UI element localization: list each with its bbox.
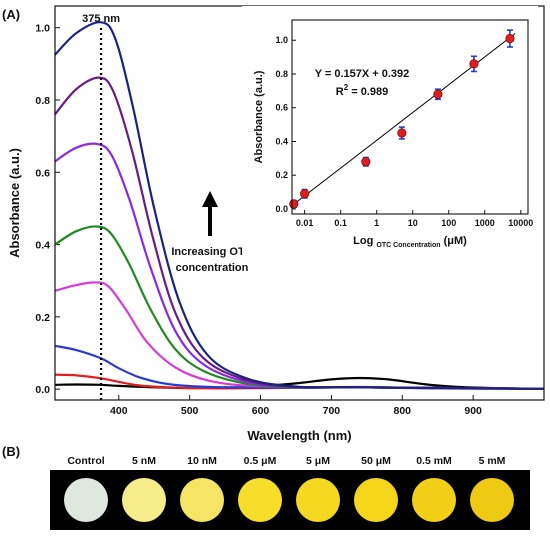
inset-x-tick-label: 1: [374, 218, 379, 228]
well-4: [238, 478, 282, 522]
main-x-tick-label: 400: [110, 405, 128, 417]
well-1: [64, 478, 108, 522]
well-7: [412, 478, 456, 522]
inset-data-point-3: [361, 157, 371, 167]
inset-data-point-6: [469, 59, 479, 69]
main-x-tick-label: 600: [252, 405, 270, 417]
main-y-tick-label: 0.6: [35, 167, 50, 179]
well-label-row: Control 5 nM 10 nM 0.5 μM 5 μM 50 μM 0.5 mM 5 m…: [67, 455, 505, 467]
inset-x-tick-label: 0.1: [334, 218, 347, 228]
main-y-tick-label: 1.0: [35, 23, 50, 35]
inset-x-tick-label: 10: [408, 218, 418, 228]
peak-marker-label: 375 nm: [82, 13, 120, 25]
main-y-tick-label: 0.8: [35, 95, 50, 107]
inset-data-point-1: [289, 199, 299, 209]
main-x-tick-label: 900: [464, 405, 482, 417]
well-label-3: 10 nM: [187, 455, 217, 467]
inset-y-tick-label: 0.0: [275, 204, 288, 214]
inset-x-tick-label: 10000: [508, 218, 533, 228]
inset-y-tick-label: 0.8: [275, 69, 288, 79]
main-x-tick-label: 700: [323, 405, 341, 417]
main-series-layer: [54, 21, 545, 390]
well-label-5: 5 μM: [306, 455, 330, 467]
inset-plot-frame: [291, 19, 529, 215]
fit-equation: Y = 0.157X + 0.392: [315, 68, 410, 80]
inset-data-point-7: [505, 33, 515, 44]
main-y-tick-label: 0.4: [35, 240, 50, 252]
panel-a-label: (A): [2, 7, 20, 22]
well-3: [180, 478, 224, 522]
main-y-axis-label: Absorbance (a.u.): [7, 148, 22, 258]
inset-x-tick-label: 100: [441, 218, 456, 228]
main-y-tick-label: 0.0: [35, 384, 50, 396]
well-label-6: 50 μM: [361, 455, 391, 467]
inset-y-tick-label: 0.4: [275, 136, 288, 146]
main-x-tick-label: 800: [393, 405, 411, 417]
well-label-2: 5 nM: [132, 455, 156, 467]
inset-data-point-4: [397, 128, 407, 138]
inset-y-tick-label: 0.6: [275, 103, 288, 113]
inset-x-axis-label: Log OTC Concentration (μM): [353, 235, 467, 249]
increase-arrow: [202, 191, 218, 236]
panel-b-label: (B): [2, 444, 20, 459]
inset-y-tick-label: 1.0: [275, 35, 288, 45]
well-8: [470, 478, 514, 522]
inset-x-tick-label: 1000: [475, 218, 495, 228]
inset-tick-layer: 0.01 0.1 1 10 100 1000 10000 0.0 0.2 0.4 0.6 0.8 1.0: [275, 35, 533, 228]
well-label-8: 5 mM: [479, 455, 506, 467]
well-5: [296, 478, 340, 522]
well-circle-row: [64, 478, 514, 522]
r-squared: R2 = 0.989: [336, 83, 388, 98]
spectrum-series-8: [54, 21, 545, 390]
inset-y-axis-label: Absorbance (a.u.): [253, 70, 265, 163]
inset-background: [242, 6, 538, 260]
well-label-7: 0.5 mM: [416, 455, 452, 467]
main-tick-layer: 400 500 600 700 800 900 0.0 0.2 0.4 0.6 0.8 1.0: [35, 23, 482, 417]
inset-data-point-5: [433, 89, 443, 99]
well-label-1: Control: [67, 455, 104, 467]
well-plate-panel: Control 5 nM 10 nM 0.5 μM 5 μM 50 μM 0.5 mM 5 m…: [50, 455, 530, 530]
well-label-4: 0.5 μM: [244, 455, 277, 467]
inset-data-point-2: [300, 189, 310, 199]
inset-x-tick-label: 0.01: [296, 218, 314, 228]
well-6: [354, 478, 398, 522]
main-x-tick-label: 500: [181, 405, 199, 417]
inset-y-tick-label: 0.2: [275, 170, 288, 180]
main-y-tick-label: 0.2: [35, 312, 50, 324]
inset-calibration-chart: 0.01 0.1 1 10 100 1000 10000 0.0 0.2 0.4 0.6 0.8 1.0…: [242, 6, 538, 260]
well-2: [122, 478, 166, 522]
main-absorbance-chart: 400 500 600 700 800 900 0.0 0.2 0.4 0.6 0.8 1.0 375…: [7, 5, 545, 443]
annotation-line-2: concentration: [176, 262, 249, 274]
main-x-axis-label: Wavelength (nm): [247, 428, 351, 443]
annotation-line-1: Increasing OTC: [171, 246, 252, 258]
